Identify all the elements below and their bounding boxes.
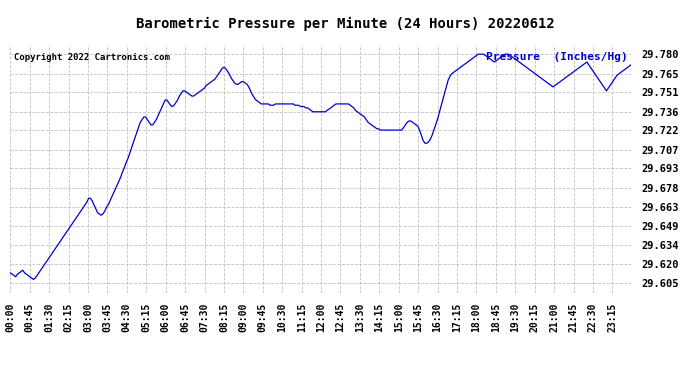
Text: Pressure  (Inches/Hg): Pressure (Inches/Hg)	[486, 53, 628, 63]
Text: Copyright 2022 Cartronics.com: Copyright 2022 Cartronics.com	[14, 53, 170, 62]
Text: Barometric Pressure per Minute (24 Hours) 20220612: Barometric Pressure per Minute (24 Hours…	[136, 17, 554, 31]
